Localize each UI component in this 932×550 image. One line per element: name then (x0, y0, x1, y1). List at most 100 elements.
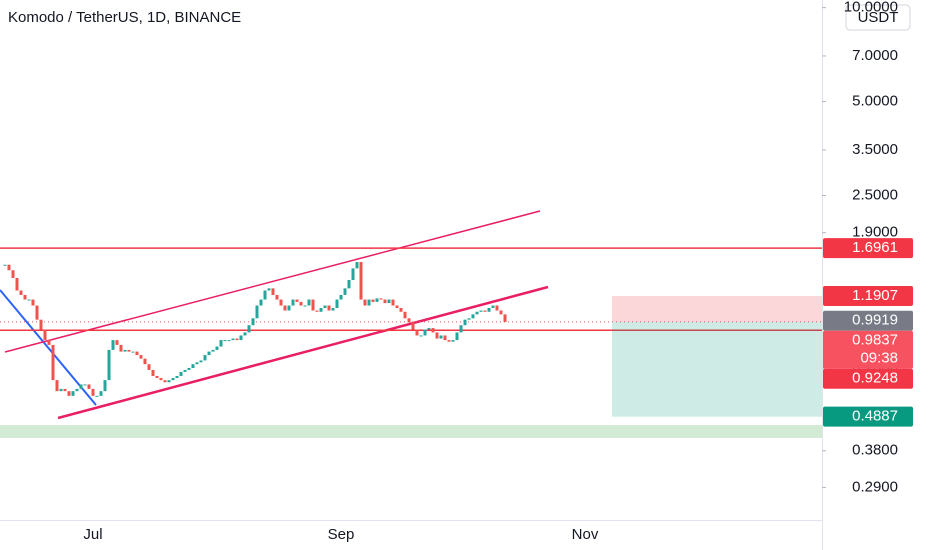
candle (323, 305, 327, 308)
y-tick-label: 10.0000 (844, 0, 898, 16)
x-tick-label: Jul (83, 526, 102, 543)
candle (387, 299, 391, 304)
candle (115, 340, 119, 345)
candle (367, 299, 371, 306)
candle (7, 264, 11, 271)
candle (55, 380, 59, 392)
candle (283, 305, 287, 311)
currency-label[interactable]: USDT (858, 9, 899, 26)
candle (135, 351, 139, 356)
candle (363, 299, 367, 306)
candle (319, 307, 323, 312)
candle (147, 364, 151, 370)
candle (431, 328, 435, 333)
price-label-box (823, 286, 913, 307)
x-tick-label: Nov (572, 526, 599, 543)
candle (299, 301, 303, 306)
candle (375, 298, 379, 302)
candle (211, 349, 215, 352)
candle (35, 305, 39, 320)
candle (243, 332, 247, 336)
candle (267, 288, 271, 291)
candle (119, 344, 123, 352)
candle (67, 391, 71, 396)
candle (175, 375, 179, 379)
candle (127, 349, 131, 352)
candle (203, 355, 207, 361)
y-tick-label: 3.5000 (852, 141, 898, 158)
candle (151, 369, 155, 376)
candle (191, 364, 195, 368)
candle (139, 355, 143, 359)
candle (215, 346, 219, 350)
x-tick-label: Sep (328, 526, 355, 543)
candle (107, 349, 111, 381)
candle (219, 340, 223, 347)
y-tick-label: 0.3800 (852, 442, 898, 459)
candle (183, 369, 187, 372)
candle (223, 340, 227, 342)
y-tick-label: 1.9000 (852, 224, 898, 241)
price-label-box (823, 238, 913, 259)
candle (371, 299, 375, 302)
candle (423, 329, 427, 336)
currency-button[interactable] (845, 4, 911, 31)
candle (451, 340, 455, 342)
candle (415, 329, 419, 336)
candle (59, 388, 63, 392)
candle (51, 344, 55, 381)
price-label-box (823, 330, 913, 369)
candle (419, 335, 423, 337)
candle (379, 298, 383, 300)
support-zone (0, 425, 822, 438)
candle (159, 378, 163, 381)
chart-title: Komodo / TetherUS, 1D, BINANCE (8, 9, 241, 26)
price-label: 0.9837 (852, 332, 898, 349)
candle (407, 318, 411, 323)
candle (239, 335, 243, 341)
candle (455, 332, 459, 341)
candle (63, 388, 67, 392)
candle (263, 290, 267, 300)
candle (463, 319, 467, 326)
candle (467, 318, 471, 320)
candle (395, 305, 399, 308)
candle (259, 299, 263, 306)
candle (271, 288, 275, 295)
candle (143, 358, 147, 365)
y-tick-label: 7.0000 (852, 47, 898, 64)
candle (355, 262, 359, 269)
candle (87, 384, 91, 389)
candle (479, 310, 483, 312)
candle (199, 360, 203, 363)
target-zone (612, 321, 822, 417)
candle (95, 395, 99, 397)
price-label-box (823, 406, 913, 427)
candle (231, 338, 235, 341)
candle (99, 391, 103, 396)
candle (3, 264, 7, 266)
candle (495, 305, 499, 311)
candle (23, 294, 27, 300)
candle (411, 322, 415, 330)
candle (111, 340, 115, 350)
candle (339, 294, 343, 300)
candle (179, 371, 183, 376)
candle (447, 340, 451, 342)
candle (435, 332, 439, 339)
y-tick-label: 2.5000 (852, 186, 898, 203)
candle (207, 351, 211, 356)
candle (427, 328, 431, 330)
candle (247, 325, 251, 333)
price-label: 0.9248 (852, 370, 898, 387)
candle (487, 307, 491, 312)
candle (47, 340, 51, 345)
candle (43, 329, 47, 341)
price-label: 0.9919 (852, 312, 898, 329)
candle (343, 288, 347, 295)
candle (91, 388, 95, 396)
candle (307, 299, 311, 306)
candle (103, 380, 107, 392)
